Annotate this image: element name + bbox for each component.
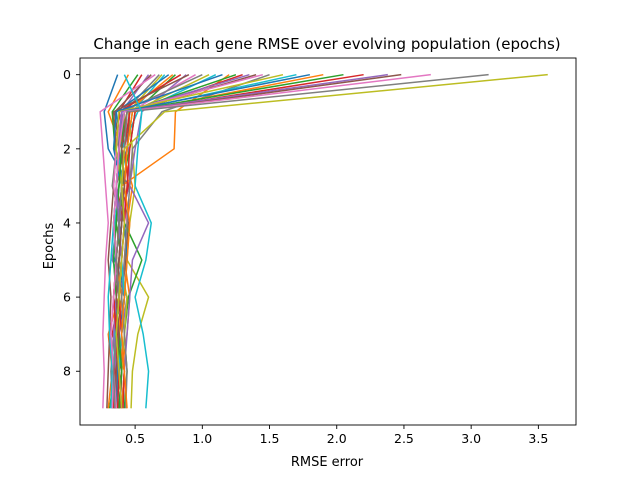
series-line-38 <box>112 73 489 409</box>
series-line-32 <box>120 73 324 409</box>
x-tick-label: 1.5 <box>260 431 280 446</box>
series-line-26 <box>115 73 257 409</box>
series-line-24 <box>118 73 243 409</box>
series-lines <box>99 73 548 409</box>
x-tick-label: 3.0 <box>461 431 481 446</box>
y-tick-label: 6 <box>63 290 71 305</box>
x-axis-ticks: 0.5 1.0 1.5 2.0 2.5 3.0 3.5 <box>125 425 548 446</box>
series-line-7 <box>99 74 156 409</box>
y-tick-label: 8 <box>63 364 71 379</box>
x-tick-label: 2.5 <box>394 431 414 446</box>
series-line-36 <box>114 73 402 409</box>
x-tick-label: 3.5 <box>528 431 548 446</box>
series-line-40 <box>123 74 152 409</box>
plot-frame <box>79 57 577 426</box>
x-tick-label: 1.0 <box>192 431 212 446</box>
series-line-37 <box>110 73 431 409</box>
series-line-35 <box>115 73 388 409</box>
x-axis-label: RMSE error <box>291 455 364 470</box>
chart-title: Change in each gene RMSE over evolving p… <box>93 35 560 53</box>
y-tick-label: 4 <box>63 215 71 230</box>
x-tick-label: 2.0 <box>327 431 347 446</box>
y-tick-label: 2 <box>63 141 71 156</box>
y-tick-label: 0 <box>63 67 71 82</box>
y-axis-ticks: 0 2 4 6 8 <box>63 67 80 379</box>
series-line-31 <box>112 73 310 409</box>
series-line-30 <box>116 73 297 409</box>
series-line-39 <box>115 73 548 409</box>
y-axis-label: Epochs <box>42 222 57 269</box>
series-line-28 <box>120 73 270 409</box>
x-tick-label: 0.5 <box>125 431 145 446</box>
